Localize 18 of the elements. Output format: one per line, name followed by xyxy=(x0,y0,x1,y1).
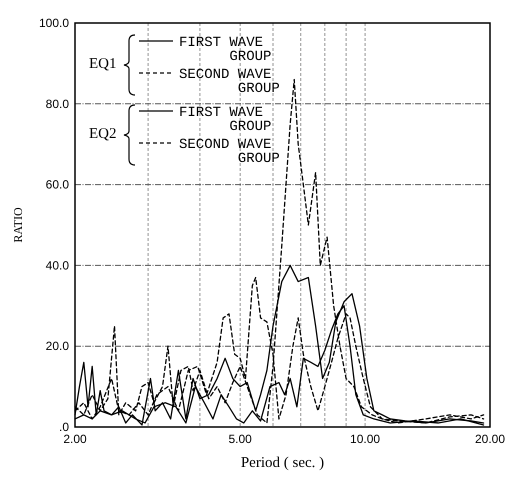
annotation: EQ2 xyxy=(89,126,116,142)
annotation: EQ1 xyxy=(89,56,116,72)
x-axis-title: Period ( sec. ) xyxy=(240,455,324,471)
x-tick-label: 20.00 xyxy=(474,432,506,446)
legend-label: SECOND WAVE GROUP xyxy=(179,137,280,167)
y-tick-label: 100.0 xyxy=(38,16,70,30)
y-tick-label: 80.0 xyxy=(46,96,70,111)
y-tick-label: 60.0 xyxy=(46,178,70,192)
x-tick-label: 10.00 xyxy=(350,432,380,446)
legend-label: SECOND WAVE GROUP xyxy=(179,67,280,97)
x-tick-label: 2.00 xyxy=(63,432,87,446)
y-axis-title: RATIO xyxy=(11,207,25,243)
legend-label: FIRST WAVE GROUP xyxy=(179,35,272,65)
x-tick-label: 5.00 xyxy=(228,432,252,446)
y-tick-label: 40.0 xyxy=(46,258,70,272)
y-tick-label: 20.0 xyxy=(46,339,70,354)
y-tick-label: .0 xyxy=(58,420,70,434)
legend-label: FIRST WAVE GROUP xyxy=(179,105,272,135)
